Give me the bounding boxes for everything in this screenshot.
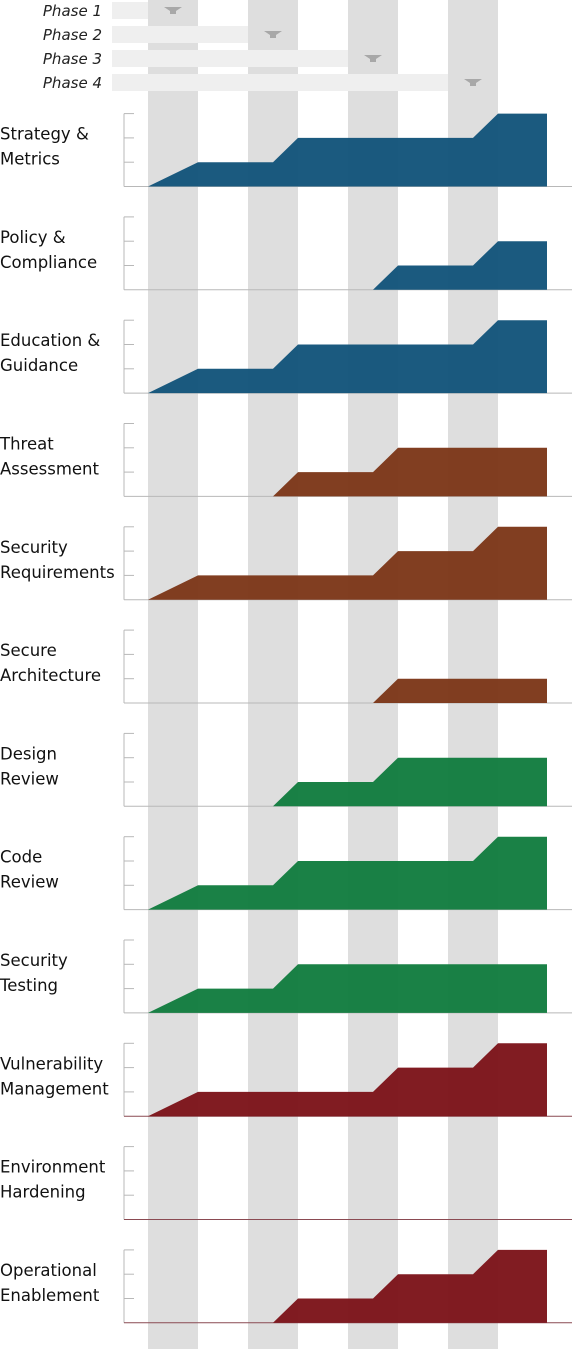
phase-bar-3: [112, 50, 398, 67]
phase-band-4: [448, 0, 498, 1349]
phase-band-1: [148, 0, 198, 1349]
maturity-area: [148, 241, 547, 290]
practice-row: Code Review: [0, 836, 572, 911]
practice-label: Environment: [0, 1158, 106, 1177]
practice-label: Assessment: [0, 460, 100, 479]
practice-label: Vulnerability: [0, 1054, 103, 1073]
maturity-area: [148, 113, 547, 187]
maturity-area: [148, 320, 547, 394]
maturity-area: [148, 526, 547, 600]
phase-band-2: [248, 0, 298, 1349]
practice-label: Security: [0, 951, 68, 970]
practice-label: Education &: [0, 331, 100, 350]
practice-label: Strategy &: [0, 125, 89, 144]
maturity-area: [148, 836, 547, 910]
phase-label-3: Phase 3: [43, 50, 102, 68]
practice-label: Operational: [0, 1261, 97, 1280]
practice-row: Operational Enablement: [0, 1249, 572, 1324]
maturity-area: [148, 964, 547, 1013]
phase-band-3: [348, 0, 398, 1349]
practice-label: Testing: [0, 976, 58, 995]
phase-arrow-icon: [364, 55, 382, 62]
phase-header: Phase 1 Phase 2 Phase 3 Phase 4: [43, 2, 498, 92]
phase-bands: [148, 0, 498, 1349]
maturity-area: [148, 447, 547, 497]
practice-label: Management: [0, 1079, 109, 1098]
practice-label: Guidance: [0, 356, 78, 375]
practice-row: Vulnerability Management: [0, 1042, 572, 1117]
phase-arrow-icon: [464, 79, 482, 86]
practice-label: Policy &: [0, 228, 66, 247]
phase-label-1: Phase 1: [43, 2, 102, 20]
practice-row: Security Requirements: [0, 526, 572, 601]
practice-row: Environment Hardening: [0, 1146, 572, 1220]
practice-rows: Strategy & Metrics Policy & Compliance Educa…: [0, 113, 572, 1324]
practice-label: Review: [0, 873, 59, 892]
practice-row: Design Review: [0, 732, 572, 807]
phase-label-4: Phase 4: [43, 74, 102, 92]
phase-bar-4: [112, 74, 498, 91]
practice-row: Secure Architecture: [0, 629, 572, 704]
practice-label: Threat: [0, 435, 54, 454]
phase-arrow-icon: [164, 7, 182, 14]
practice-label: Security: [0, 538, 68, 557]
maturity-area: [148, 1043, 547, 1117]
practice-row: Security Testing: [0, 939, 572, 1014]
practice-row: Policy & Compliance: [0, 216, 572, 291]
practice-row: Threat Assessment: [0, 423, 572, 497]
phase-label-2: Phase 2: [43, 26, 102, 44]
maturity-area: [148, 1249, 547, 1323]
maturity-area: [148, 757, 547, 807]
practice-row: Strategy & Metrics: [0, 113, 572, 187]
practice-label: Enablement: [0, 1286, 100, 1305]
practice-label: Secure: [0, 641, 57, 660]
phase-arrow-icon: [264, 31, 282, 38]
practice-label: Hardening: [0, 1183, 86, 1202]
practice-label: Requirements: [0, 563, 115, 582]
practice-label: Architecture: [0, 666, 101, 685]
practice-label: Design: [0, 744, 57, 763]
practice-row: Education & Guidance: [0, 319, 572, 394]
practice-label: Compliance: [0, 253, 97, 272]
practice-label: Code: [0, 848, 42, 867]
maturity-area: [148, 678, 547, 703]
practice-label: Metrics: [0, 150, 60, 169]
practice-label: Review: [0, 769, 59, 788]
